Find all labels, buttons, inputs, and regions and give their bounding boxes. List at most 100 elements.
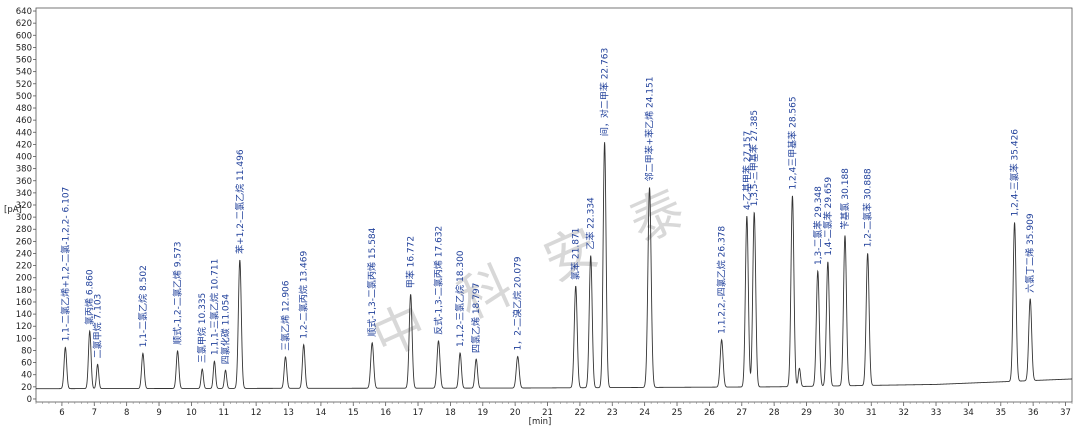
x-tick-label: 35 (995, 408, 1006, 418)
peak-label: 1，2-二溴乙烷 20.079 (512, 256, 524, 350)
y-axis-label: [pA] (4, 205, 22, 215)
peak-label: 二氯甲烷 7.103 (92, 294, 104, 359)
peak-label: 1,1,2,2,-四氯乙烷 26.378 (716, 226, 728, 334)
x-tick-label: 13 (283, 408, 294, 418)
x-tick-label: 24 (639, 408, 650, 418)
y-tick-label: 120 (16, 322, 32, 332)
y-tick-label: 260 (16, 237, 32, 247)
peak-labels: 1,1-二氯乙烯+1,2-二氯-1,2,2- 6.107 氯丙烯 6.860二氯甲… (59, 48, 1036, 364)
peak-label: 1,1-二氯乙烷 8.502 (137, 265, 149, 347)
peak-label: 氯苯 21.871 (570, 228, 582, 280)
y-tick-label: 280 (16, 225, 32, 235)
x-tick-label: 32 (898, 408, 909, 418)
y-tick-label: 200 (16, 274, 32, 284)
y-tick-label: 440 (16, 128, 32, 138)
peak-label: 4-乙基甲苯 27.157 (741, 131, 753, 210)
y-tick-label: 220 (16, 262, 32, 272)
x-tick-label: 19 (477, 408, 488, 418)
chromatogram-trace (36, 142, 1073, 390)
y-tick-label: 60 (21, 359, 32, 369)
y-tick-label: 180 (16, 286, 32, 296)
peak-label: 氯丙烯 6.860 (84, 269, 96, 325)
y-tick-label: 620 (16, 19, 32, 29)
y-tick-label: 540 (16, 68, 32, 78)
y-tick-label: 0 (27, 395, 32, 405)
x-tick-label: 11 (218, 408, 229, 418)
x-tick-label: 22 (574, 408, 585, 418)
peak-label: 顺式-1,3-二氯丙烯 15.584 (366, 227, 378, 336)
peak-label: 苄基氯 30.188 (839, 168, 851, 230)
x-tick-label: 30 (833, 408, 844, 418)
peak-label: 1,4-二氯苯 29.659 (822, 177, 834, 256)
trace-layer (36, 142, 1073, 390)
peak-label: 1,2,4三甲基苯 28.565 (786, 96, 798, 189)
y-tick-label: 160 (16, 298, 32, 308)
x-tick-label: 7 (92, 408, 97, 418)
x-tick-label: 34 (963, 408, 974, 418)
peak-label: 反式-1,3-二氯丙烯 17.632 (432, 226, 444, 335)
y-tick-label: 40 (21, 371, 32, 381)
peak-label: 乙苯 22.334 (585, 197, 597, 250)
x-tick-label: 21 (542, 408, 553, 418)
peak-label: 三氯乙烯 12.906 (279, 280, 291, 351)
y-tick-label: 500 (16, 92, 32, 102)
y-tick-label: 420 (16, 140, 32, 150)
y-tick-label: 20 (21, 383, 32, 393)
peak-label: 四氯化碳 11.054 (220, 294, 232, 365)
peak-label: 邻二甲苯+苯乙烯 24.151 (644, 76, 656, 181)
y-tick-label: 560 (16, 56, 32, 66)
peak-label: 1,2,4-三氯苯 35.426 (1009, 129, 1021, 217)
peak-label: 苯+1,2-二氯乙烷 11.496 (234, 149, 246, 254)
y-tick-label: 340 (16, 189, 32, 199)
x-tick-label: 28 (769, 408, 780, 418)
x-tick-label: 14 (315, 408, 326, 418)
peak-label: 顺式-1,2-二氯乙烯 9.573 (172, 241, 184, 344)
x-axis-label: [min] (529, 417, 552, 427)
y-tick-label: 360 (16, 177, 32, 187)
y-tick-label: 480 (16, 104, 32, 114)
y-tick-label: 460 (16, 116, 32, 126)
y-tick-label: 140 (16, 310, 32, 320)
peak-label: 1,2-二氯苯 30.888 (862, 168, 874, 247)
peak-label: 1,3,5-三甲基苯 27.385 (748, 110, 760, 207)
x-tick-label: 12 (251, 408, 262, 418)
peak-label: 间，对二甲苯 22.763 (599, 48, 611, 136)
x-tick-label: 10 (186, 408, 197, 418)
y-tick-label: 600 (16, 31, 32, 41)
y-tick-label: 520 (16, 80, 32, 90)
x-tick-label: 37 (1060, 408, 1071, 418)
y-tick-label: 80 (21, 346, 32, 356)
y-tick-label: 380 (16, 165, 32, 175)
y-tick-label: 320 (16, 201, 32, 211)
x-tick-label: 20 (510, 408, 521, 418)
peak-label: 1,3-二氯苯 29.348 (812, 186, 824, 265)
x-tick-label: 8 (124, 408, 129, 418)
x-tick-label: 23 (607, 408, 618, 418)
peak-label: 甲苯 16.772 (405, 236, 417, 288)
x-tick-label: 31 (866, 408, 877, 418)
y-tick-label: 300 (16, 213, 32, 223)
peak-label: 三氯甲烷 10.335 (196, 293, 208, 363)
x-tick-label: 27 (736, 408, 747, 418)
y-tick-label: 580 (16, 43, 32, 53)
x-tick-label: 29 (801, 408, 812, 418)
x-tick-label: 16 (380, 408, 391, 418)
x-tick-label: 6 (59, 408, 64, 418)
watermark: 中科安泰 (364, 162, 732, 370)
peak-label: 1,1-二氯乙烯+1,2-二氯-1,2,2- 6.107 (59, 187, 71, 342)
peak-label: 四氯乙烯 18.797 (470, 283, 482, 353)
y-tick-label: 100 (16, 334, 32, 344)
x-tick-label: 36 (1028, 408, 1039, 418)
peak-label: 1,1,2-三氯乙烷 18.300 (454, 250, 466, 347)
peak-label: 六氯丁二烯 35.909 (1024, 213, 1036, 293)
y-tick-label: 240 (16, 249, 32, 259)
y-tick-label: 640 (16, 7, 32, 17)
plot-frame (35, 7, 1073, 403)
peak-label: 1,1,1-三氯乙烷 10.711 (208, 259, 220, 356)
x-tick-label: 26 (704, 408, 715, 418)
x-tick-label: 9 (156, 408, 161, 418)
x-tick-label: 17 (413, 408, 424, 418)
x-tick-label: 33 (931, 408, 942, 418)
x-tick-label: 15 (348, 408, 359, 418)
